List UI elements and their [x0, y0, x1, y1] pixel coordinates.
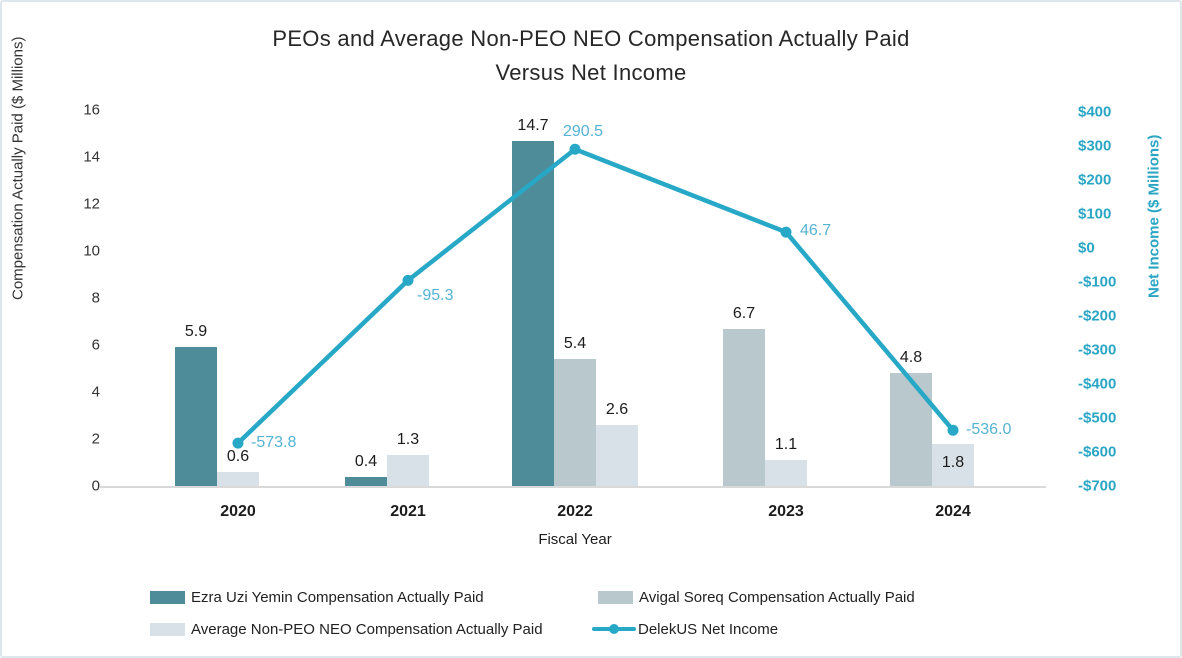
- bar-value-label-avg-non-peo-2021: 1.3: [396, 431, 420, 449]
- right-axis-tick-9: -$500: [1078, 409, 1117, 427]
- net-income-line-icon: [592, 623, 636, 635]
- right-axis-tick-4: $0: [1078, 239, 1095, 257]
- legend-item-net-income: DelekUS Net Income: [592, 620, 779, 638]
- avigal-swatch-icon: [598, 590, 633, 604]
- line-point-2024: [947, 424, 959, 436]
- right-axis-tick-1: $300: [1078, 137, 1112, 155]
- right-axis-tick-5: -$100: [1078, 273, 1117, 291]
- left-axis-tick-6: 6: [91, 336, 100, 354]
- bar-avg-non-peo-2021: [387, 455, 429, 486]
- left-axis-tick-12: 12: [83, 195, 100, 213]
- line-point-label-2024: -536.0: [966, 421, 1012, 439]
- left-axis-tick-16: 16: [83, 101, 100, 119]
- bar-value-label-ezra-2022: 14.7: [517, 116, 549, 134]
- left-axis-tick-4: 4: [91, 383, 100, 401]
- right-axis-tick-2: $200: [1078, 171, 1112, 189]
- bar-value-label-avg-non-peo-2024: 1.8: [941, 453, 965, 471]
- avg-non-peo-swatch-icon: [150, 622, 185, 636]
- bar-avigal-2022: [554, 359, 596, 486]
- x-axis-label-2024: 2024: [935, 503, 971, 520]
- bar-avg-non-peo-2024: [932, 443, 974, 486]
- x-axis-label-2023: 2023: [768, 503, 804, 520]
- x-axis-line: [100, 486, 1046, 488]
- left-axis-tick-10: 10: [83, 242, 100, 260]
- left-axis-tick-8: 8: [91, 289, 100, 307]
- right-axis-tick-8: -$400: [1078, 375, 1117, 393]
- bar-value-label-avg-non-peo-2023: 1.1: [774, 436, 798, 454]
- x-axis-label-2022: 2022: [557, 503, 593, 520]
- right-axis-tick-10: -$600: [1078, 443, 1117, 461]
- right-axis-tick-7: -$300: [1078, 341, 1117, 359]
- bar-value-label-avg-non-peo-2022: 2.6: [605, 400, 629, 418]
- line-point-2021: [402, 274, 414, 286]
- line-point-label-2023: 46.7: [800, 222, 832, 240]
- bar-ezra-2020: [175, 347, 217, 486]
- left-axis-tick-14: 14: [83, 148, 100, 166]
- right-axis-tick-0: $400: [1078, 103, 1112, 121]
- bar-avg-non-peo-2022: [596, 424, 638, 486]
- legend-label-avg-non-peo: Average Non-PEO NEO Compensation Actuall…: [191, 620, 543, 638]
- bar-value-label-ezra-2020: 5.9: [184, 323, 208, 341]
- line-point-label-2020: -573.8: [251, 434, 297, 452]
- x-axis-label-2021: 2021: [390, 503, 426, 520]
- bar-ezra-2021: [345, 476, 387, 486]
- bar-avg-non-peo-2020: [217, 471, 259, 486]
- left-axis-tick-2: 2: [91, 430, 100, 448]
- legend-label-avigal: Avigal Soreq Compensation Actually Paid: [639, 588, 915, 606]
- chart-title-line1: PEOs and Average Non-PEO NEO Compensatio…: [272, 26, 910, 51]
- bar-value-label-ezra-2021: 0.4: [354, 452, 378, 470]
- legend-item-ezra: Ezra Uzi Yemin Compensation Actually Pai…: [150, 588, 484, 606]
- line-point-2023: [780, 226, 792, 238]
- legend-item-avg-non-peo: Average Non-PEO NEO Compensation Actuall…: [150, 620, 543, 638]
- legend-item-avigal: Avigal Soreq Compensation Actually Paid: [598, 588, 915, 606]
- legend-label-ezra: Ezra Uzi Yemin Compensation Actually Pai…: [191, 588, 484, 606]
- line-point-label-2022: 290.5: [563, 123, 604, 141]
- right-axis-tick-6: -$200: [1078, 307, 1117, 325]
- right-axis-tick-11: -$700: [1078, 477, 1117, 495]
- line-point-2022: [569, 143, 581, 155]
- left-axis-tick-0: 0: [91, 477, 100, 495]
- bar-value-label-avigal-2024: 4.8: [899, 349, 923, 367]
- x-axis-label-2020: 2020: [220, 503, 256, 520]
- right-axis-tick-3: $100: [1078, 205, 1112, 223]
- bar-avigal-2024: [890, 373, 932, 486]
- bar-value-label-avigal-2022: 5.4: [563, 335, 587, 353]
- bar-avg-non-peo-2023: [765, 460, 807, 486]
- x-axis-title: Fiscal Year: [538, 531, 612, 548]
- chart-title: PEOs and Average Non-PEO NEO Compensatio…: [2, 22, 1180, 90]
- line-point-label-2021: -95.3: [417, 287, 454, 305]
- bar-ezra-2022: [512, 140, 554, 486]
- legend-label-net-income: DelekUS Net Income: [638, 620, 779, 638]
- chart-title-line2: Versus Net Income: [495, 60, 687, 85]
- bar-value-label-avg-non-peo-2020: 0.6: [226, 447, 250, 465]
- bar-avigal-2023: [723, 328, 765, 486]
- ezra-swatch-icon: [150, 590, 185, 604]
- bar-value-label-avigal-2023: 6.7: [732, 304, 756, 322]
